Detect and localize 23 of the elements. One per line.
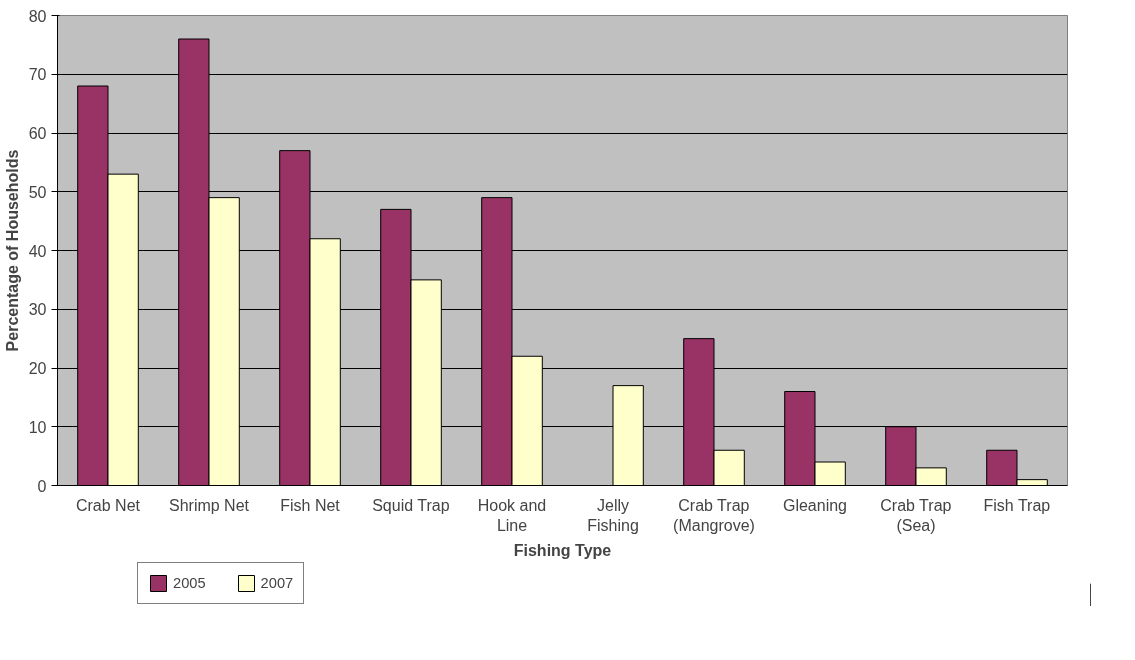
x-tick-label: Squid Trap [372, 496, 450, 514]
x-tick-label: Shrimp Net [168, 496, 250, 514]
y-tick-label: 10 [28, 418, 47, 436]
x-tick-label: Crab Net [75, 496, 141, 514]
x-tick-label: Crab Trap (Sea) [880, 496, 952, 534]
x-tick-label: Crab Trap (Mangrove) [673, 496, 755, 534]
x-axis-title: Fishing Type [513, 541, 612, 559]
x-tick-label: Fish Trap [983, 496, 1051, 514]
y-tick-label: 50 [28, 183, 47, 201]
legend-label: 2005 [173, 575, 206, 591]
y-tick-label: 40 [28, 242, 47, 260]
x-tick-label: Fish Net [280, 496, 341, 514]
y-axis-title: Percentage of Households [3, 149, 21, 352]
legend-label: 2007 [260, 575, 294, 591]
y-tick-label: 30 [28, 301, 47, 319]
y-tick-label: 80 [28, 7, 47, 25]
x-tick-label: Jelly Fishing [587, 496, 639, 534]
y-tick-label: 0 [37, 477, 47, 495]
x-tick-label: Gleaning [782, 496, 848, 514]
y-tick-label: 70 [28, 66, 47, 84]
y-tick-label: 20 [28, 360, 47, 377]
x-tick-label: Hook and Line [477, 496, 547, 534]
y-tick-label: 60 [28, 125, 47, 142]
